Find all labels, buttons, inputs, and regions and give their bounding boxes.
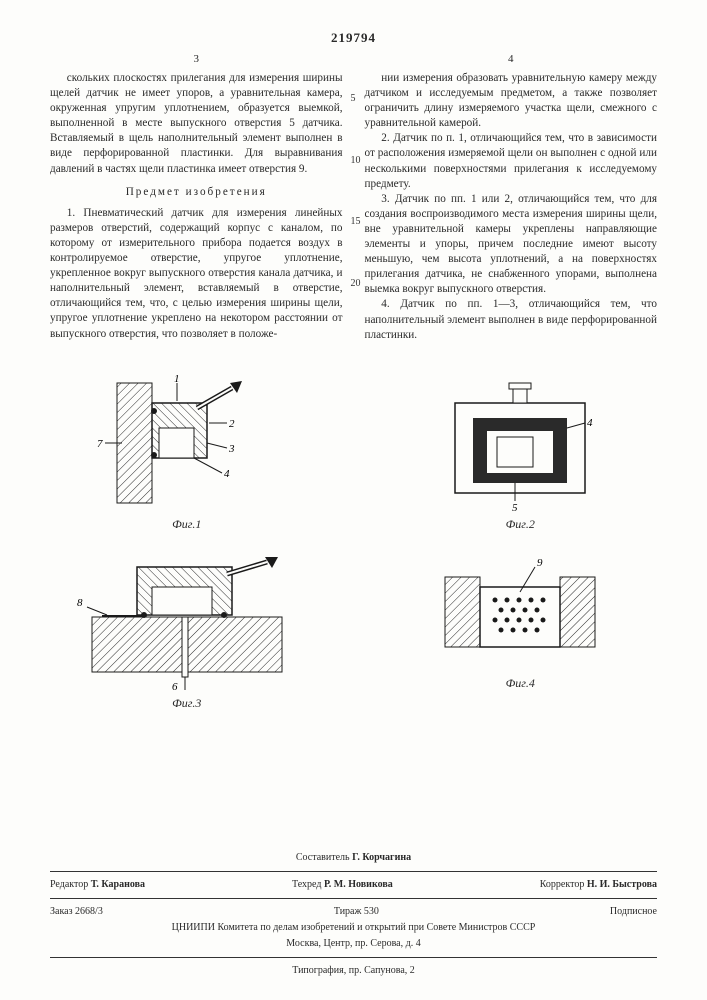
order-num: Заказ 2668/3 — [50, 905, 103, 919]
fig3-label: Фиг.3 — [72, 696, 302, 711]
claim-1-cont: нии измерения образовать уравнительную к… — [365, 71, 658, 131]
callout-5: 5 — [512, 502, 518, 513]
left-column: 3 скольких плоскостях прилегания для изм… — [50, 52, 343, 343]
fig4-label: Фиг.4 — [435, 676, 605, 691]
tech-label: Техред — [292, 879, 321, 890]
claim-4: 4. Датчик по пп. 1—3, отличающийся тем, … — [365, 297, 658, 342]
callout-4b: 4 — [587, 417, 593, 429]
footer-credits: Редактор Т. Каранова Техред Р. М. Новико… — [50, 878, 657, 892]
callout-7: 7 — [97, 438, 103, 450]
tech-name: Р. М. Новикова — [324, 879, 393, 890]
compiler-name: Г. Корчагина — [352, 852, 411, 863]
line-mark: 15 — [351, 215, 361, 229]
tirazh: Тираж 530 — [334, 905, 379, 919]
addr-line: Москва, Центр, пр. Серова, д. 4 — [50, 937, 657, 951]
callout-9: 9 — [537, 557, 543, 569]
fig2-svg: 4 5 — [435, 373, 605, 513]
editor-name: Т. Каранова — [91, 879, 145, 890]
callout-3: 3 — [228, 443, 235, 455]
editor-label: Редактор — [50, 879, 88, 890]
text-columns: 3 скольких плоскостях прилегания для изм… — [50, 52, 657, 343]
callout-2: 2 — [229, 418, 235, 430]
corr-label: Корректор — [540, 879, 585, 890]
fig3-svg: 8 6 — [72, 552, 302, 692]
line-mark: 20 — [351, 277, 361, 291]
footer-rule-1 — [50, 871, 657, 872]
org-line: ЦНИИПИ Комитета по делам изобретений и о… — [50, 921, 657, 935]
footer-rule-2 — [50, 898, 657, 899]
claim-1: 1. Пневматический датчик для измерения л… — [50, 206, 343, 342]
figure-1: 1 2 3 4 7 Фиг.1 — [97, 373, 277, 532]
claims-title: Предмет изобретения — [50, 185, 343, 200]
page: 219794 3 скольких плоскостях прилегания … — [0, 0, 707, 1000]
figure-3: 8 6 Фиг.3 — [72, 552, 302, 711]
callout-6: 6 — [172, 681, 178, 692]
footer-rule-3 — [50, 957, 657, 958]
col-num-left: 3 — [50, 52, 343, 67]
right-column: 5 10 15 20 4 нии измерения образовать ур… — [365, 52, 658, 343]
callout-8: 8 — [77, 597, 83, 609]
typo-line: Типография, пр. Сапунова, 2 — [50, 964, 657, 978]
line-mark: 10 — [351, 154, 361, 168]
figure-2: 4 5 Фиг.2 — [435, 373, 605, 532]
claim-3: 3. Датчик по пп. 1 или 2, отличающийся т… — [365, 192, 658, 298]
fig4-svg: 9 — [435, 552, 605, 672]
figures-area: 1 2 3 4 7 Фиг.1 — [50, 373, 657, 711]
left-p1: скольких плоскостях прилегания для измер… — [50, 71, 343, 177]
footer-print: Заказ 2668/3 Тираж 530 Подписное — [50, 905, 657, 919]
callout-4: 4 — [224, 468, 230, 480]
claim-2: 2. Датчик по п. 1, отличающийся тем, что… — [365, 131, 658, 191]
fig2-label: Фиг.2 — [435, 517, 605, 532]
compiler-label: Составитель — [296, 852, 350, 863]
col-num-right: 4 — [365, 52, 658, 67]
fig1-svg: 1 2 3 4 7 — [97, 373, 277, 513]
doc-number: 219794 — [50, 30, 657, 46]
imprint-footer: Составитель Г. Корчагина Редактор Т. Кар… — [50, 849, 657, 980]
podpisnoe: Подписное — [610, 905, 657, 919]
line-mark: 5 — [351, 92, 361, 106]
figure-4: 9 Фиг.4 — [435, 552, 605, 711]
line-number-marks: 5 10 15 20 — [351, 52, 361, 290]
fig1-label: Фиг.1 — [97, 517, 277, 532]
corr-name: Н. И. Быстрова — [587, 879, 657, 890]
callout-1: 1 — [174, 373, 180, 385]
